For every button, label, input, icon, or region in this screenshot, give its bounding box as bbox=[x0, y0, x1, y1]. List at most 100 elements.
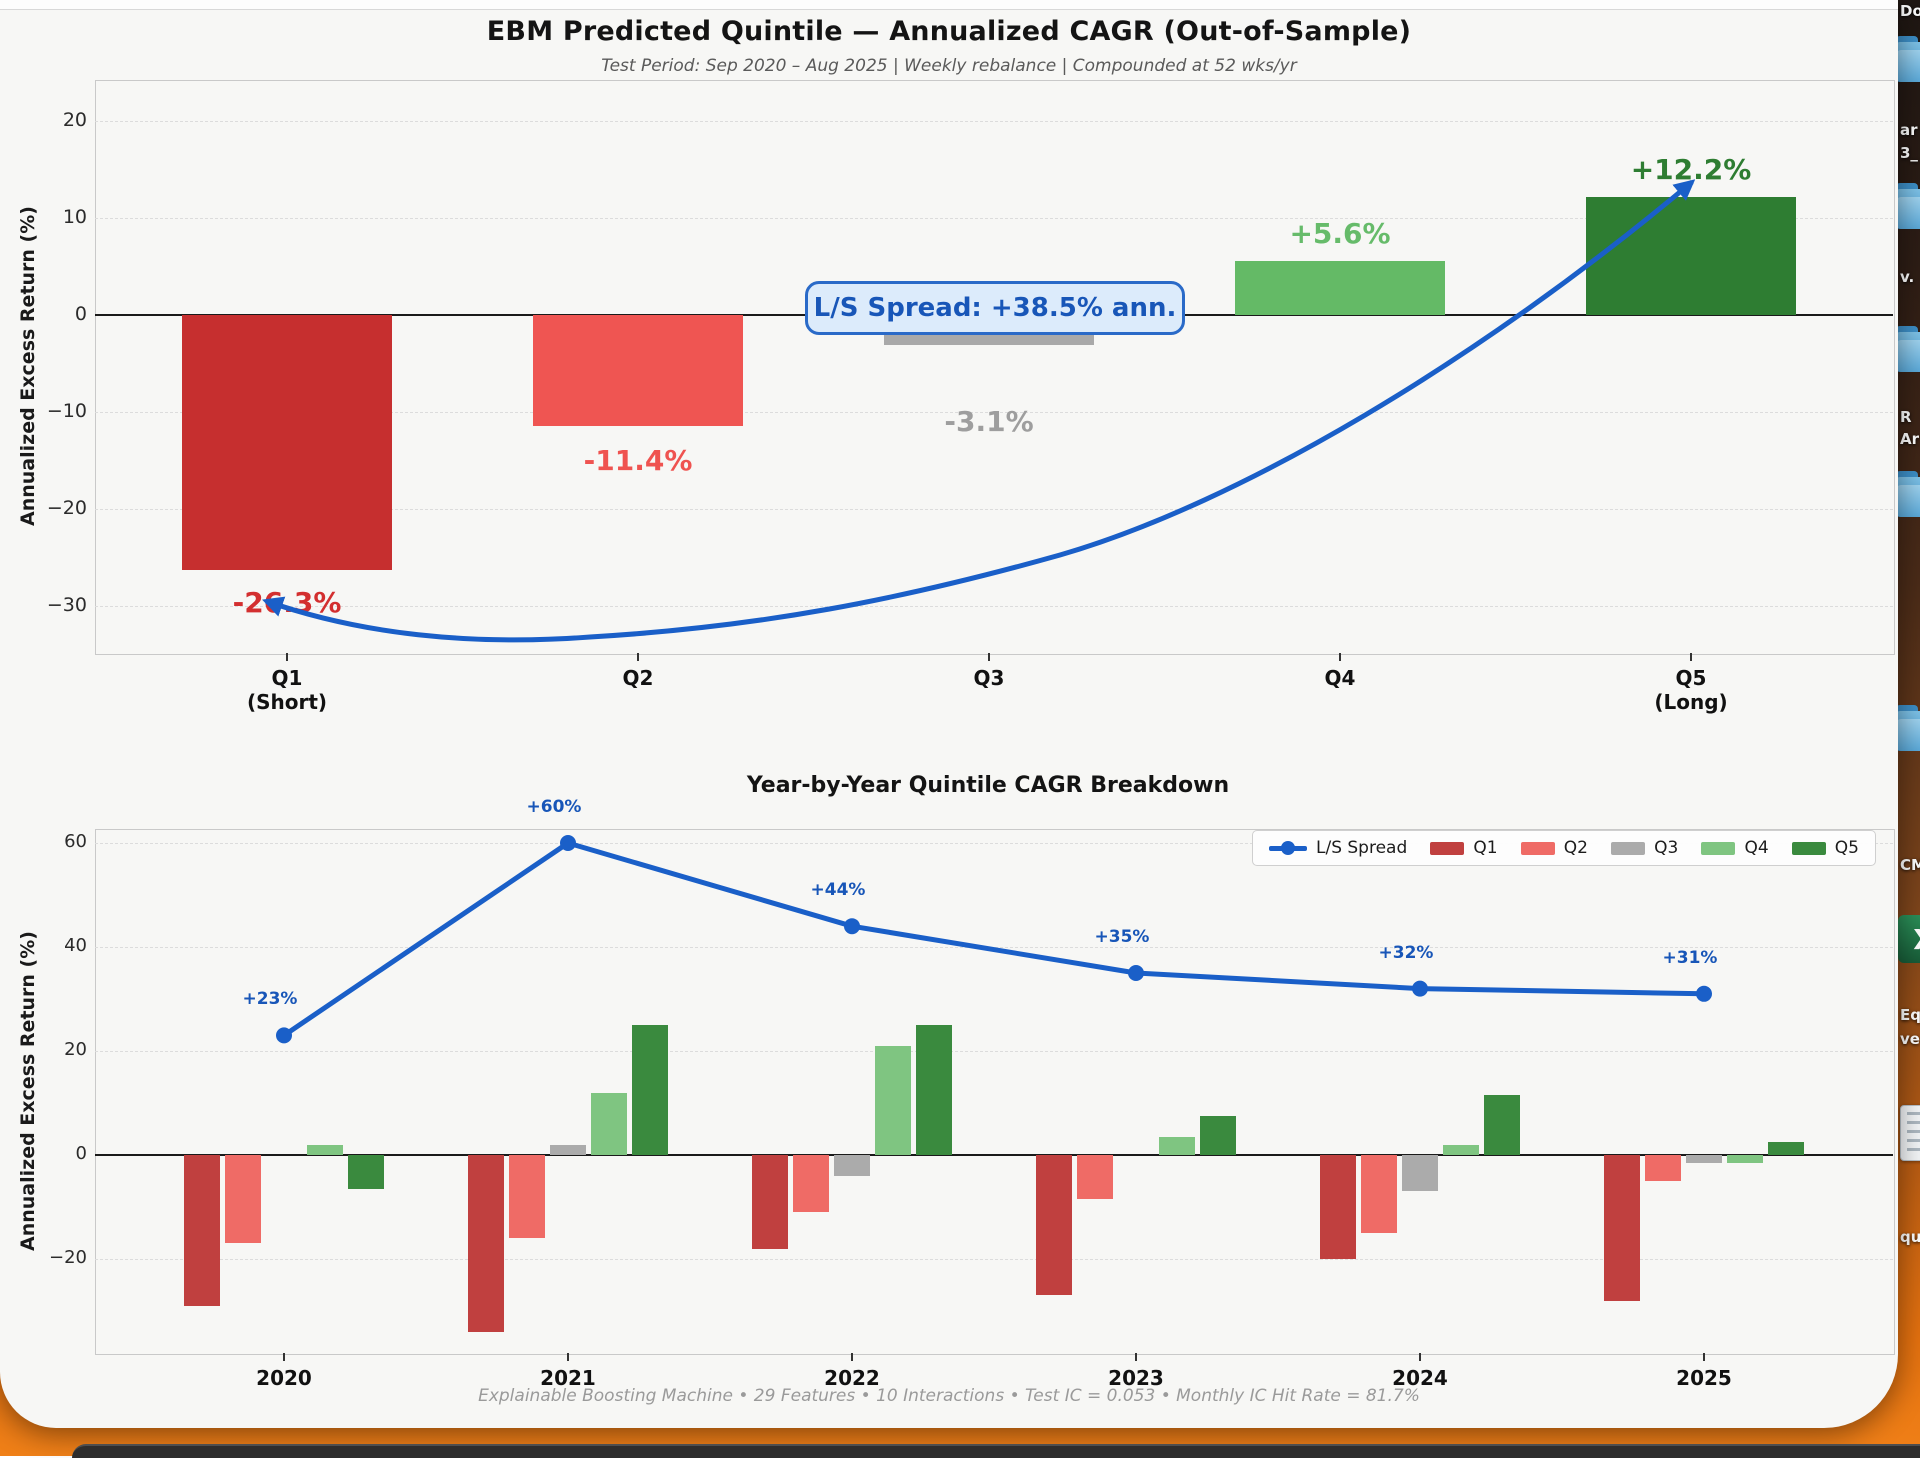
bottom-chart-gridline bbox=[95, 1259, 1893, 1260]
legend-label: Q5 bbox=[1834, 838, 1859, 858]
year-label-2023: 2023 bbox=[1108, 1366, 1164, 1390]
desktop-icon-label[interactable]: qu bbox=[1900, 1228, 1920, 1246]
legend-swatch-q2 bbox=[1520, 841, 1555, 855]
year-label-2025: 2025 bbox=[1676, 1366, 1732, 1390]
quintile-bar-q1 bbox=[182, 315, 392, 571]
desktop-icon-label[interactable]: Do bbox=[1900, 2, 1920, 20]
ls-spread-label-2023: +35% bbox=[1094, 927, 1150, 947]
ls-spread-label-2022: +44% bbox=[810, 880, 866, 901]
legend-label: Q4 bbox=[1744, 838, 1769, 858]
bottom-chart-x-tick bbox=[851, 1353, 853, 1361]
legend-item-q2: Q2 bbox=[1520, 838, 1588, 858]
bottom-chart-gridline bbox=[95, 1051, 1893, 1052]
bottom-chart-y-tick-label: 60 bbox=[64, 831, 87, 852]
bottom-chart-y-tick-label: 40 bbox=[64, 935, 87, 956]
excel-icon[interactable]: X bbox=[1898, 915, 1920, 963]
folder-front bbox=[1896, 50, 1920, 82]
folder-icon[interactable] bbox=[1896, 705, 1920, 751]
bar-2021-q2 bbox=[509, 1155, 545, 1239]
legend-label: Q3 bbox=[1654, 838, 1679, 858]
bottom-chart-plot-frame bbox=[95, 829, 1895, 1355]
year-label-2022: 2022 bbox=[824, 1366, 880, 1390]
top-chart-x-tick bbox=[988, 653, 990, 661]
bar-2023-q4 bbox=[1159, 1136, 1195, 1155]
bar-2024-q4 bbox=[1443, 1144, 1479, 1155]
ls-spread-annotation: L/S Spread: +38.5% ann. bbox=[805, 281, 1185, 335]
top-chart-x-label-q2: Q2 bbox=[622, 666, 654, 690]
window-top-edge bbox=[0, 0, 1898, 10]
bottom-chart-title: Year-by-Year Quintile CAGR Breakdown bbox=[746, 773, 1230, 798]
folder-front bbox=[1896, 485, 1920, 517]
legend-label: Q2 bbox=[1563, 838, 1588, 858]
year-label-2020: 2020 bbox=[256, 1366, 312, 1390]
bar-value-label-q1: -26.3% bbox=[232, 586, 342, 620]
desktop-icon-label[interactable]: CM bbox=[1900, 856, 1920, 874]
top-chart-x-tick bbox=[286, 653, 288, 661]
year-label-2024: 2024 bbox=[1392, 1366, 1448, 1390]
desktop-icon-label[interactable]: v. bbox=[1900, 268, 1915, 286]
top-chart-y-tick-label: 0 bbox=[74, 303, 87, 325]
bar-2020-q5 bbox=[348, 1155, 384, 1189]
desktop-icon-label[interactable]: R bbox=[1900, 408, 1912, 426]
folder-icon[interactable] bbox=[1896, 471, 1920, 517]
bar-2020-q4 bbox=[307, 1144, 343, 1155]
bottom-chart-zero-line bbox=[95, 1154, 1893, 1156]
top-chart-x-label-q5: Q5 (Long) bbox=[1654, 666, 1728, 714]
top-chart-x-label-q4: Q4 bbox=[1324, 666, 1356, 690]
chart-legend: L/S Spread Q1 Q2 Q3 Q4 Q5 bbox=[1252, 830, 1876, 866]
taskbar[interactable] bbox=[72, 1444, 1920, 1458]
desktop-icon-label[interactable]: Ar bbox=[1900, 430, 1920, 448]
bottom-chart-x-tick bbox=[1703, 1353, 1705, 1361]
bar-2021-q5 bbox=[632, 1025, 668, 1155]
bottom-chart-x-tick bbox=[1135, 1353, 1137, 1361]
top-chart-gridline bbox=[95, 121, 1893, 122]
desktop-icon-label[interactable]: ve bbox=[1900, 1030, 1920, 1048]
chart-window: EBM Predicted Quintile — Annualized CAGR… bbox=[0, 0, 1898, 1406]
ls-spread-label-2024: +32% bbox=[1378, 942, 1434, 963]
folder-front bbox=[1896, 197, 1920, 229]
legend-swatch-q3 bbox=[1611, 841, 1646, 855]
folder-front bbox=[1896, 719, 1920, 751]
folder-icon[interactable] bbox=[1896, 326, 1920, 372]
bar-2025-q2 bbox=[1645, 1155, 1681, 1181]
year-label-2021: 2021 bbox=[540, 1366, 596, 1390]
bar-2023-q5 bbox=[1200, 1116, 1236, 1155]
ls-spread-label-2020: +23% bbox=[242, 989, 298, 1010]
ls-spread-label-2025: +31% bbox=[1662, 947, 1718, 968]
top-chart-y-tick-label: −20 bbox=[46, 497, 87, 519]
legend-label: Q1 bbox=[1473, 838, 1498, 858]
legend-swatch-q1 bbox=[1430, 841, 1465, 855]
desktop-icon-label[interactable]: Eq bbox=[1900, 1006, 1920, 1024]
bar-2025-q1 bbox=[1604, 1155, 1640, 1301]
bar-2024-q1 bbox=[1320, 1155, 1356, 1259]
legend-item-q4: Q4 bbox=[1701, 838, 1769, 858]
desktop-icon-label[interactable]: ar bbox=[1900, 121, 1918, 139]
folder-front bbox=[1896, 340, 1920, 372]
top-chart-y-tick-label: 20 bbox=[62, 109, 87, 131]
bar-2023-q1 bbox=[1036, 1155, 1072, 1296]
legend-item-q1: Q1 bbox=[1430, 838, 1498, 858]
legend-swatch-q5 bbox=[1791, 841, 1826, 855]
bottom-chart-x-tick bbox=[567, 1353, 569, 1361]
bar-2020-q1 bbox=[184, 1155, 220, 1306]
document-icon[interactable] bbox=[1900, 1105, 1920, 1161]
folder-icon[interactable] bbox=[1896, 36, 1920, 82]
bar-2022-q2 bbox=[793, 1155, 829, 1213]
bottom-chart-y-tick-label: −20 bbox=[49, 1247, 87, 1268]
bar-2022-q4 bbox=[875, 1045, 911, 1155]
bar-2020-q2 bbox=[225, 1155, 261, 1244]
top-chart-plot-frame bbox=[95, 80, 1895, 655]
folder-icon[interactable] bbox=[1896, 183, 1920, 229]
bar-2021-q3 bbox=[550, 1144, 586, 1155]
bar-2024-q3 bbox=[1402, 1155, 1438, 1192]
desktop-icon-label[interactable]: 3_ bbox=[1900, 144, 1918, 162]
bar-2023-q2 bbox=[1077, 1155, 1113, 1200]
top-chart-y-tick-label: 10 bbox=[62, 206, 87, 228]
legend-label: L/S Spread bbox=[1316, 838, 1408, 858]
bar-2024-q5 bbox=[1484, 1095, 1520, 1155]
footer-stats: Explainable Boosting Machine • 29 Featur… bbox=[478, 1386, 1420, 1406]
top-chart-title: EBM Predicted Quintile — Annualized CAGR… bbox=[486, 16, 1412, 47]
bar-2021-q4 bbox=[591, 1092, 627, 1155]
bar-2022-q1 bbox=[752, 1155, 788, 1249]
top-chart-y-tick-label: −30 bbox=[46, 594, 87, 616]
